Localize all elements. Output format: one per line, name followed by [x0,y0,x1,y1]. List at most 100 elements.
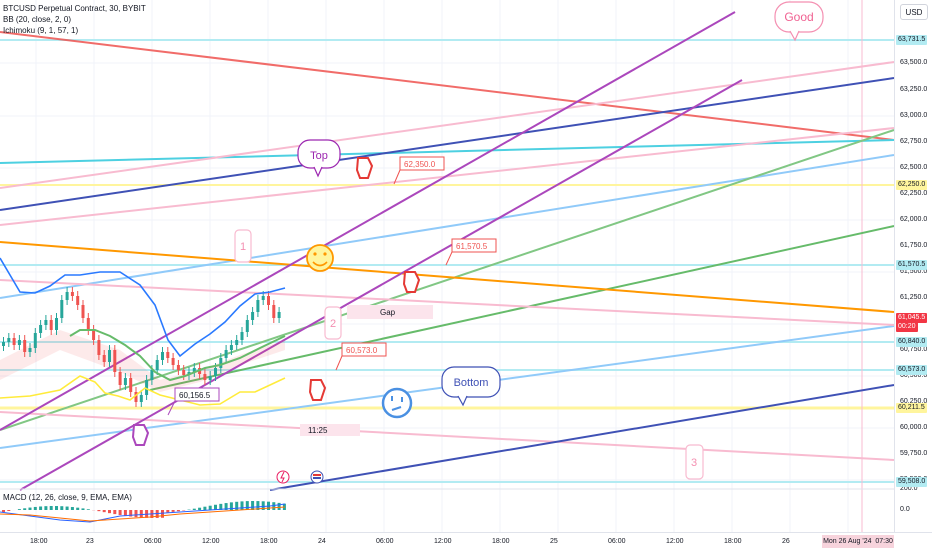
macd-bar [55,506,58,510]
price-label-62350[interactable]: 62,350.0 [393,156,445,185]
time-axis[interactable]: 18:00 23 06:00 12:00 18:00 24 06:00 12:00 18:00 2… [0,532,932,550]
bb-legend[interactable]: BB (20, close, 2, 0) [3,15,72,24]
currency-button[interactable]: USD [900,4,928,20]
trendline-green-2[interactable] [149,225,895,391]
callout-bottom-text: Bottom [454,377,489,389]
symbol-title[interactable]: BTCUSD Perpetual Contract, 30, BYBIT [3,4,146,13]
gap-box[interactable]: Gap [347,305,433,319]
price-tick: 60,750.0 [900,346,928,353]
candle-body [70,292,74,296]
macd-bar [224,503,228,510]
candle-body [267,296,270,305]
marker-2[interactable]: 2 [324,306,342,340]
candle-body [150,370,154,380]
trendline-green-1[interactable] [0,129,895,431]
candle-body [256,300,260,312]
trendline-purple-2[interactable] [19,79,743,491]
trendline-orange[interactable] [0,241,895,313]
candle-body [7,338,11,342]
candle-body [161,352,164,360]
price-level-tag: 60,573.0 [896,365,928,375]
callout-bottom[interactable]: Bottom [441,366,501,407]
candlestick-series[interactable] [0,287,285,407]
macd-signal-line [0,506,286,522]
price-axis[interactable]: 63,500.0 63,250.0 63,000.0 62,750.0 62,500.0… [894,0,932,532]
candle-body [28,348,32,352]
macd-bar [108,510,111,514]
candle-body [208,376,212,380]
flag-event-icon[interactable] [310,470,324,484]
macd-bar [70,507,74,510]
callout-top-text: Top [310,150,328,162]
candle-body [214,368,217,376]
callout-top[interactable]: Top [297,139,341,178]
time-mark-label: 11:25 [308,426,328,435]
candle-body [17,340,21,345]
price-label-60156[interactable]: 60,156.5 [167,387,220,416]
indicator-legend: BTCUSD Perpetual Contract, 30, BYBIT BB … [3,3,146,36]
macd-bar [166,510,170,513]
macd-bar [86,509,90,510]
trendline-navy[interactable] [0,77,895,211]
price-label-61570-text: 61,570.5 [456,242,488,251]
marker-3-text: 3 [691,457,697,469]
candle-body [86,318,90,330]
price-tick: 60,000.0 [900,424,928,431]
trendline-blue-1[interactable] [0,154,895,299]
price-label-61570[interactable]: 61,570.5 [445,238,497,266]
time-mark-box[interactable]: 11:25 [300,424,360,436]
ichimoku-legend[interactable]: Ichimoku (9, 1, 57, 1) [3,26,79,35]
candle-body [171,358,175,365]
candle-body [92,330,96,340]
marker-2-text: 2 [330,318,336,330]
price-tick: 61,250.0 [900,294,928,301]
macd-bar [198,507,202,510]
price-tick: 62,750.0 [900,138,928,145]
candle-body [129,378,133,392]
price-tick: 62,250.0 [900,190,928,197]
trendline-pink-3[interactable] [0,279,895,326]
pointing-hand-icon[interactable] [402,271,421,293]
callout-good-text: Good [784,10,813,24]
candle-body [176,365,180,370]
trendline-purple-1[interactable] [0,11,736,431]
price-level-tag: 60,211.5 [896,403,927,413]
pointing-hand-icon[interactable] [131,424,150,446]
candle-body [224,350,228,358]
candle-body [55,318,58,330]
candle-body [203,374,207,380]
price-label-60573[interactable]: 60,573.0 [335,342,387,371]
candle-body [145,380,149,395]
time-tick: 12:00 [666,538,684,545]
time-tick: 18:00 [30,538,48,545]
smiley-icon[interactable] [306,244,334,272]
marker-1[interactable]: 1 [234,229,252,263]
time-tick: 06:00 [608,538,626,545]
candle-body [182,370,186,375]
macd-legend[interactable]: MACD (12, 26, close, 9, EMA, EMA) [3,493,132,502]
price-level-tag: 61,570.5 [896,260,928,270]
trendline-red[interactable] [0,31,895,141]
time-tick: 18:00 [724,538,742,545]
marker-3[interactable]: 3 [685,444,704,480]
candle-body [12,338,16,345]
candle-body [118,372,122,385]
pointing-hand-icon[interactable] [355,157,374,179]
macd-bar [60,506,64,510]
trendline-navy-2[interactable] [269,384,895,491]
candle-body [76,296,80,305]
candle-body [2,342,5,346]
trendline-pink-4[interactable] [0,411,895,461]
trendline-pink-1[interactable] [0,61,895,189]
candle-body [134,392,138,402]
lightning-event-icon[interactable] [276,470,290,484]
candle-body [60,300,64,318]
confused-face-icon[interactable] [381,387,413,419]
pointing-hand-icon[interactable] [308,379,327,401]
callout-good[interactable]: Good [774,1,824,42]
price-level-tag: 00:20 [896,322,918,332]
macd-bar [240,501,244,510]
time-tick: 12:00 [202,538,220,545]
